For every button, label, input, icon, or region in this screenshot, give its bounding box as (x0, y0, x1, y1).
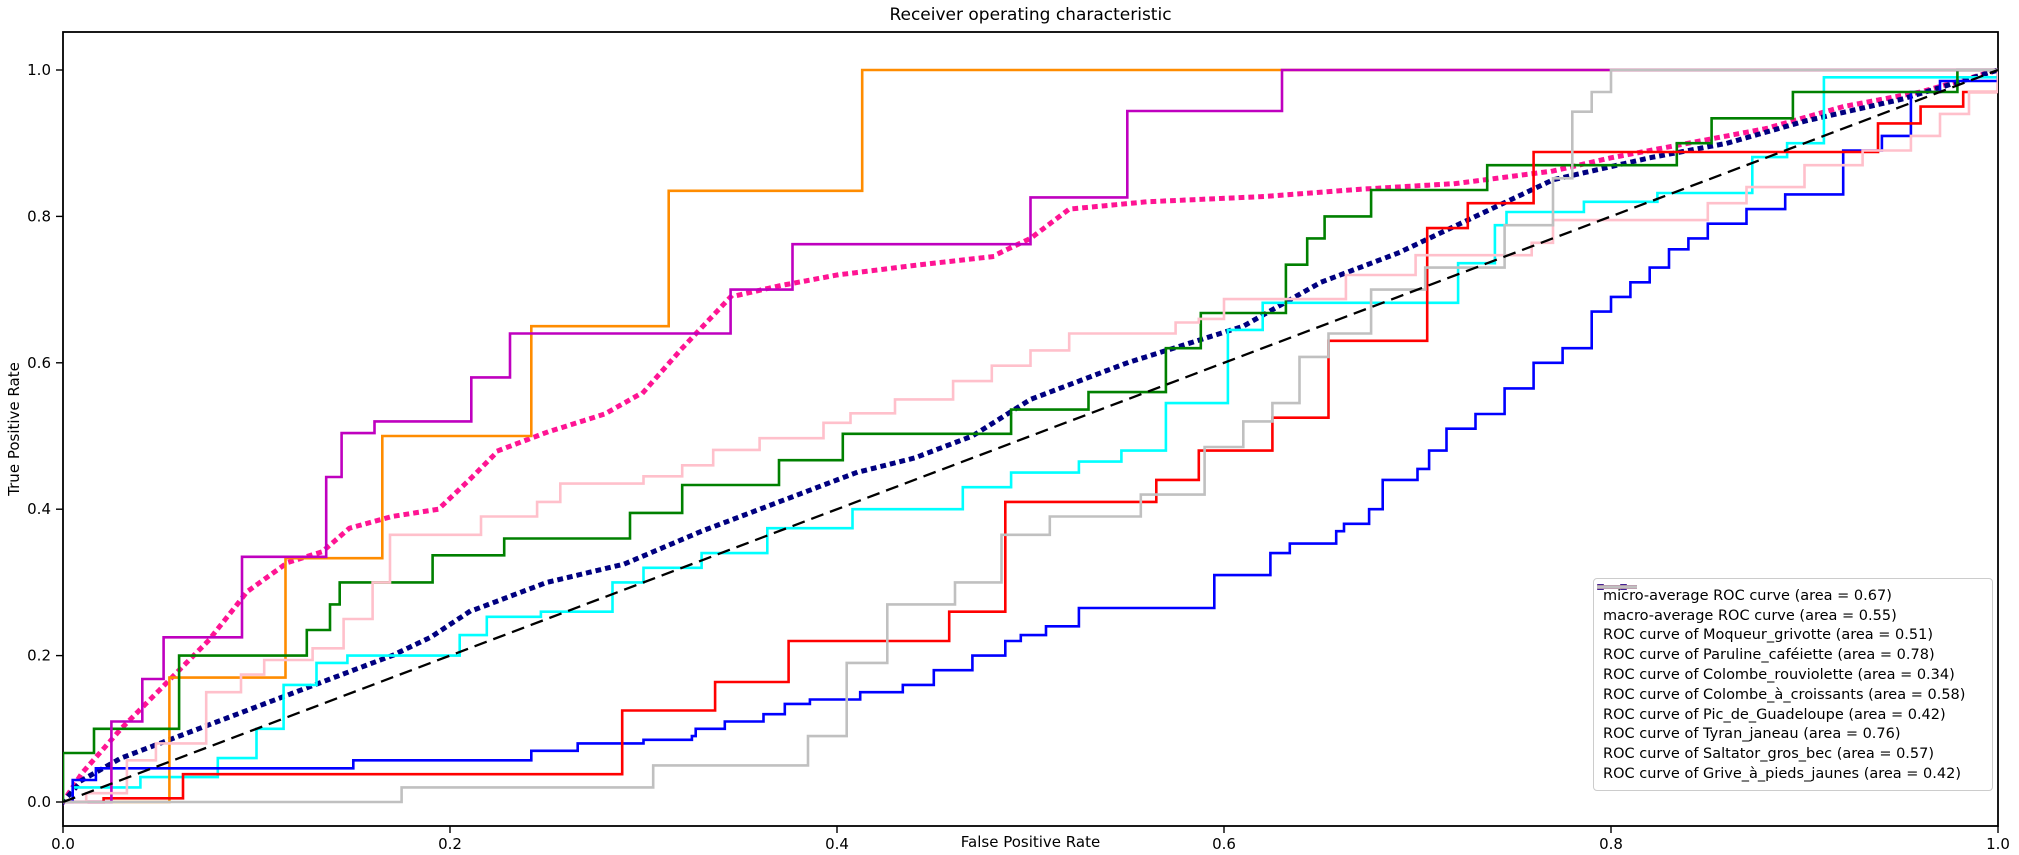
roc-curve-Colombe_à_croissants (63, 68, 1998, 802)
legend-entry-label: ROC curve of Grive_à_pieds_jaunes (area … (1603, 766, 1961, 783)
roc-curve-macro-average (63, 67, 1998, 806)
y-tick-label: 0.8 (27, 207, 51, 225)
legend-entry: ROC curve of Colombe_rouviolette (area =… (1597, 585, 1982, 685)
legend-entry: ROC curve of Paruline_caféiette (area = … (1597, 585, 1982, 665)
y-tick-label: 1.0 (27, 61, 51, 79)
y-tick-label: 0.0 (27, 793, 51, 811)
legend-entry: ROC curve of Saltator_gros_bec (area = 0… (1597, 585, 1982, 764)
legend-entry: ROC curve of Pic_de_Guadeloupe (area = 0… (1597, 585, 1982, 725)
x-axis-label: False Positive Rate (960, 833, 1101, 851)
legend-entry: ROC curve of Tyran_janeau (area = 0.76) (1597, 585, 1982, 745)
legend-swatch-Grive_à_pieds_jaunes (1597, 585, 1637, 589)
roc-curve-Colombe_rouviolette (63, 70, 1998, 804)
legend-entry: ROC curve of Grive_à_pieds_jaunes (area … (1597, 585, 1982, 784)
x-tick-label: 0.2 (438, 835, 462, 853)
legend-entry-label: ROC curve of Colombe_à_croissants (area … (1603, 686, 1966, 703)
legend: micro-average ROC curve (area = 0.67) mac… (1593, 578, 1993, 791)
legend-entry: ROC curve of Colombe_à_croissants (area … (1597, 585, 1982, 705)
legend-entry: ROC curve of Moqueur_grivotte (area = 0.… (1597, 585, 1982, 646)
legend-entry-label: ROC curve of Tyran_janeau (area = 0.76) (1603, 726, 1901, 743)
roc-curve-Tyran_janeau (63, 68, 1998, 804)
roc-curve-Pic_de_Guadeloupe (63, 70, 1998, 804)
roc-curve-Grive_à_pieds_jaunes (63, 68, 1998, 804)
x-tick-label: 0.8 (1599, 835, 1623, 853)
x-tick-label: 0.4 (825, 835, 849, 853)
legend-entry-label: ROC curve of Paruline_caféiette (area = … (1603, 647, 1935, 664)
legend-entry: micro-average ROC curve (area = 0.67) (1597, 584, 1982, 606)
x-tick-label: 0.0 (51, 835, 75, 853)
legend-entry-label: ROC curve of Colombe_rouviolette (area =… (1603, 667, 1955, 684)
x-tick-label: 1.0 (1986, 835, 2010, 853)
legend-entry: macro-average ROC curve (area = 0.55) (1597, 584, 1982, 626)
roc-curve-chance-line (63, 68, 1998, 804)
roc-curve-Moqueur_grivotte (63, 70, 1998, 804)
y-tick-label: 0.6 (27, 354, 51, 372)
chart-title: Receiver operating characteristic (889, 5, 1172, 25)
roc-curve-micro-average (63, 67, 1998, 806)
roc-curve-Saltator_gros_bec (63, 70, 1998, 804)
y-tick-label: 0.4 (27, 500, 51, 518)
y-tick-label: 0.2 (27, 647, 51, 665)
legend-entry-label: macro-average ROC curve (area = 0.55) (1603, 607, 1897, 624)
roc-curve-Paruline_caféiette (63, 68, 1998, 804)
legend-entry-label: micro-average ROC curve (area = 0.67) (1603, 587, 1892, 604)
legend-entry-label: ROC curve of Moqueur_grivotte (area = 0.… (1603, 627, 1933, 644)
legend-entry-label: ROC curve of Pic_de_Guadeloupe (area = 0… (1603, 706, 1946, 723)
legend-entry-label: ROC curve of Saltator_gros_bec (area = 0… (1603, 746, 1935, 763)
x-tick-label: 0.6 (1212, 835, 1236, 853)
